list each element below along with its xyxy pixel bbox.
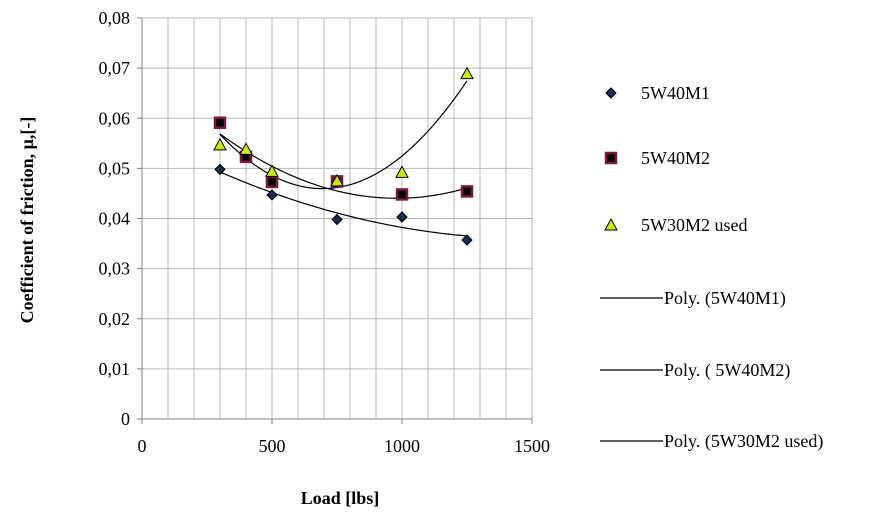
data-point bbox=[265, 164, 279, 177]
data-point bbox=[214, 163, 226, 176]
legend-label: 5W40M1 bbox=[641, 83, 710, 103]
x-tick-label: 500 bbox=[259, 436, 286, 456]
y-tick-label: 0,03 bbox=[99, 259, 131, 279]
data-point bbox=[460, 185, 474, 198]
y-tick-label: 0,02 bbox=[99, 309, 131, 329]
y-tick-label: 0,05 bbox=[99, 158, 131, 178]
legend-marker bbox=[604, 217, 618, 231]
data-point bbox=[396, 211, 408, 223]
data-point bbox=[265, 175, 279, 189]
x-tick-label: 1000 bbox=[384, 436, 420, 456]
legend: 5W40M1 5W40M2 5W30M2 used Poly. (5W40M1) Po… bbox=[600, 83, 823, 452]
legend-label: 5W40M2 bbox=[641, 148, 710, 168]
y-tick-label: 0,08 bbox=[99, 8, 131, 28]
data-point bbox=[331, 213, 343, 226]
data-point bbox=[213, 116, 227, 130]
tick-labels: 0 0,01 0,02 0,03 0,04 0,05 0,06 0,07 0,08 0 500 100… bbox=[99, 8, 551, 456]
trendline bbox=[219, 133, 468, 199]
trendlines bbox=[219, 80, 468, 237]
data-point bbox=[461, 234, 473, 246]
trendline bbox=[219, 80, 468, 190]
legend-label: Poly. (5W40M1) bbox=[664, 288, 786, 309]
legend-label: Poly. ( 5W40M2) bbox=[664, 360, 790, 381]
y-tick-label: 0,04 bbox=[99, 209, 131, 229]
legend-marker bbox=[605, 87, 617, 99]
y-tick-label: 0 bbox=[121, 409, 130, 429]
data-point bbox=[213, 137, 227, 151]
legend-label: Poly. (5W30M2 used) bbox=[664, 431, 823, 452]
legend-label: 5W30M2 used bbox=[641, 215, 748, 235]
data-point bbox=[239, 142, 253, 155]
y-tick-label: 0,06 bbox=[99, 108, 131, 128]
data-point bbox=[395, 188, 409, 201]
x-axis-title: Load [lbs] bbox=[301, 488, 380, 508]
data-point bbox=[395, 165, 409, 178]
axes bbox=[137, 17, 533, 424]
data-point bbox=[460, 66, 474, 80]
data-point bbox=[330, 173, 344, 187]
data-point bbox=[266, 189, 278, 201]
y-tick-label: 0,07 bbox=[99, 58, 131, 78]
x-tick-label: 0 bbox=[138, 436, 147, 456]
x-tick-label: 1500 bbox=[514, 436, 550, 456]
trendline bbox=[219, 171, 468, 237]
data-points bbox=[213, 66, 474, 246]
y-axis-title: Coefficient of friction, μ,[-] bbox=[17, 117, 37, 324]
legend-marker bbox=[604, 151, 618, 165]
y-tick-label: 0,01 bbox=[99, 359, 131, 379]
